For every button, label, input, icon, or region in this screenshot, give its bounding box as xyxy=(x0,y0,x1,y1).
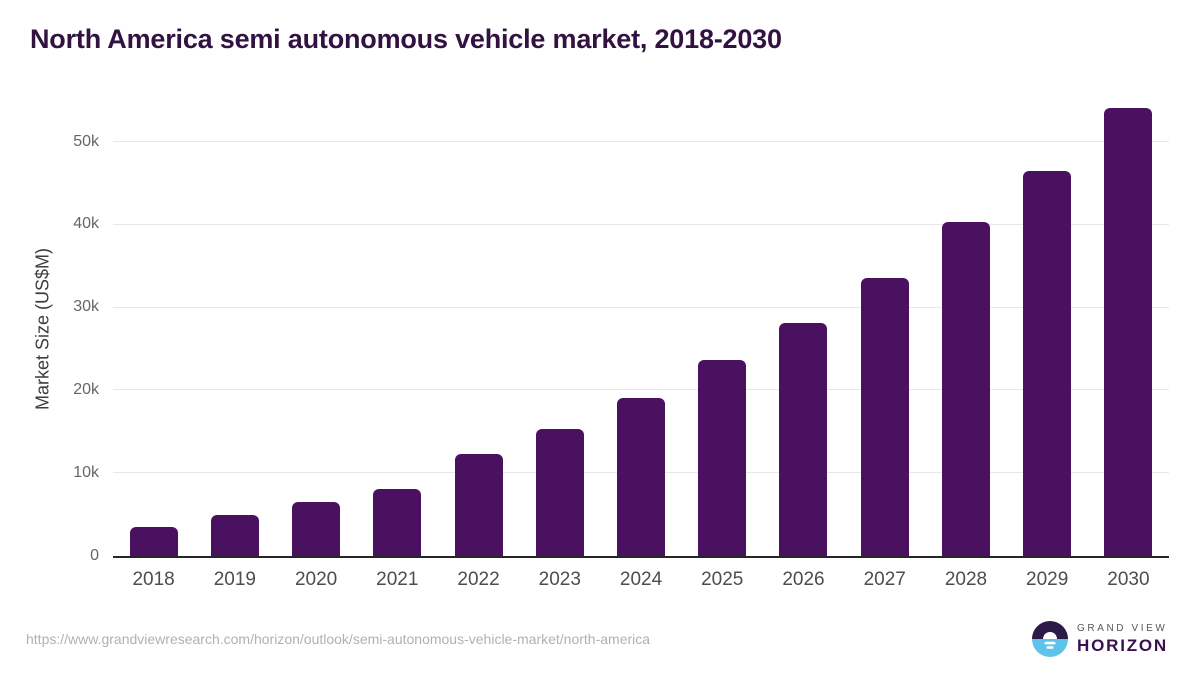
source-url-link[interactable]: https://www.grandviewresearch.com/horizo… xyxy=(26,631,651,647)
logo-wordmark: GRAND VIEW HORIZON xyxy=(1077,623,1168,656)
bar-column-2025 xyxy=(682,100,763,556)
plot-area: 50k 40k 30k 20k 10k 0 xyxy=(73,100,1169,563)
gridline-50k: 50k xyxy=(73,133,1169,149)
logo-horizon-text: HORIZON xyxy=(1077,635,1168,655)
x-tick-label-2021: 2021 xyxy=(376,569,419,590)
gridline-20k: 20k xyxy=(73,381,1169,397)
bar-2022[interactable] xyxy=(454,454,503,556)
y-tick-label: 20k xyxy=(73,380,99,398)
x-tick-label-2030: 2030 xyxy=(1107,569,1150,590)
x-tick-label-2024: 2024 xyxy=(619,569,663,590)
x-tick-label-2027: 2027 xyxy=(863,569,906,590)
bar-column-2027 xyxy=(844,100,925,556)
x-tick-label-2019: 2019 xyxy=(213,569,256,590)
bar-2028[interactable] xyxy=(941,222,990,556)
x-tick-label-2020: 2020 xyxy=(294,569,338,590)
bar-2019[interactable] xyxy=(210,515,259,556)
bar-column-2030 xyxy=(1088,100,1169,556)
bar-column-2020 xyxy=(275,100,356,556)
y-tick-label: 10k xyxy=(73,463,99,481)
y-tick-label: 30k xyxy=(73,298,99,316)
bar-column-2022 xyxy=(438,100,519,556)
bar-2018[interactable] xyxy=(129,527,178,556)
bar-column-2029 xyxy=(1007,100,1088,556)
bar-2024[interactable] xyxy=(617,397,666,556)
grand-view-horizon-logo: GRAND VIEW HORIZON xyxy=(1031,620,1168,658)
bar-column-2018 xyxy=(113,100,194,556)
bar-2023[interactable] xyxy=(535,428,584,556)
x-tick-label-2025: 2025 xyxy=(701,569,744,590)
horizon-sun-icon xyxy=(1032,621,1069,657)
bar-2026[interactable] xyxy=(779,322,828,556)
chart-title: North America semi autonomous vehicle ma… xyxy=(30,24,782,54)
bar-column-2023 xyxy=(519,100,600,556)
bar-column-2021 xyxy=(357,100,438,556)
bar-column-2026 xyxy=(763,100,844,556)
gridline-0: 0 xyxy=(90,547,1169,563)
bar-series xyxy=(113,100,1169,556)
bar-column-2024 xyxy=(600,100,681,556)
bar-2025[interactable] xyxy=(698,359,747,556)
x-tick-label-2028: 2028 xyxy=(944,569,988,590)
x-axis-labels: 2018 2019 2020 2021 2022 2023 2024 2025 2026 2027… xyxy=(113,569,1169,591)
x-tick-label-2018: 2018 xyxy=(132,569,175,590)
y-tick-label: 0 xyxy=(90,546,99,564)
y-tick-label: 40k xyxy=(73,215,99,233)
y-tick-label: 50k xyxy=(73,132,99,150)
bar-2029[interactable] xyxy=(1023,170,1072,556)
x-tick-label-2023: 2023 xyxy=(538,569,581,590)
bar-2021[interactable] xyxy=(373,488,422,556)
bar-column-2028 xyxy=(925,100,1006,556)
bar-column-2019 xyxy=(194,100,275,556)
x-tick-label-2022: 2022 xyxy=(457,569,500,590)
x-tick-label-2029: 2029 xyxy=(1026,569,1069,590)
bar-2027[interactable] xyxy=(860,277,909,556)
x-tick-label-2026: 2026 xyxy=(782,569,825,590)
bar-2030[interactable] xyxy=(1104,108,1153,556)
gridline-40k: 40k xyxy=(73,216,1169,232)
bar-2020[interactable] xyxy=(292,502,341,556)
gridline-30k: 30k xyxy=(73,299,1169,315)
logo-grand-view-text: GRAND VIEW xyxy=(1077,622,1168,634)
